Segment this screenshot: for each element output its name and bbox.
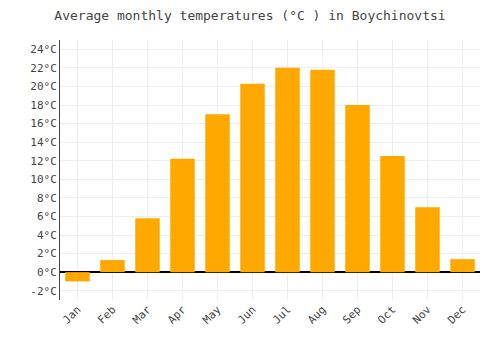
svg-text:Mar: Mar	[130, 303, 154, 327]
svg-text:6°C: 6°C	[37, 210, 57, 223]
svg-text:Oct: Oct	[375, 303, 398, 326]
svg-text:Aug: Aug	[305, 303, 328, 326]
svg-text:18°C: 18°C	[30, 99, 57, 112]
svg-text:Average monthly temperatures (: Average monthly temperatures (°C ) in Bo…	[54, 8, 445, 23]
svg-text:-2°C: -2°C	[30, 285, 57, 298]
svg-text:Jul: Jul	[270, 303, 293, 326]
svg-text:12°C: 12°C	[30, 155, 57, 168]
svg-text:2°C: 2°C	[37, 247, 57, 260]
svg-text:Feb: Feb	[95, 303, 118, 326]
svg-text:14°C: 14°C	[30, 136, 57, 149]
svg-text:Jun: Jun	[235, 303, 258, 326]
svg-text:Nov: Nov	[410, 303, 434, 327]
svg-text:10°C: 10°C	[30, 173, 57, 186]
svg-text:0°C: 0°C	[37, 266, 57, 279]
svg-text:Jan: Jan	[60, 303, 83, 326]
svg-text:Dec: Dec	[445, 303, 468, 326]
svg-text:Sep: Sep	[340, 303, 363, 326]
svg-text:24°C: 24°C	[30, 43, 57, 56]
svg-text:20°C: 20°C	[30, 80, 57, 93]
svg-text:22°C: 22°C	[30, 62, 57, 75]
svg-text:4°C: 4°C	[37, 229, 57, 242]
svg-text:May: May	[200, 303, 224, 327]
svg-text:8°C: 8°C	[37, 192, 57, 205]
svg-text:16°C: 16°C	[30, 117, 57, 130]
svg-text:Apr: Apr	[165, 303, 189, 327]
